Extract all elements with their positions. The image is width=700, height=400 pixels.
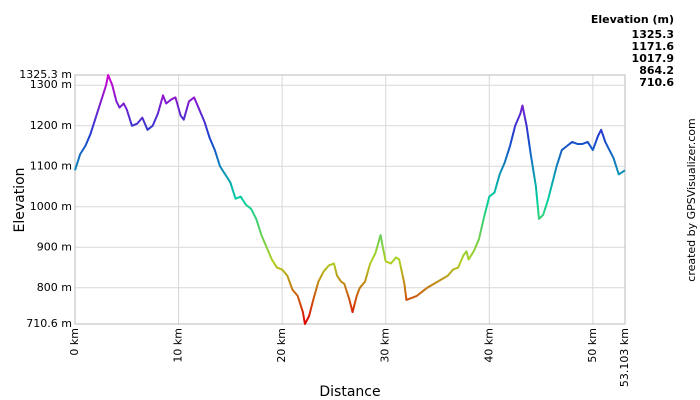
x-tick-label: 10 km [172, 328, 185, 363]
x-tick-label: 50 km [586, 328, 599, 363]
legend-value: 1325.3 [632, 28, 674, 41]
y-tick-label: 1100 m [30, 159, 72, 172]
x-tick-label: 53.103 km [618, 328, 631, 387]
legend-value: 864.2 [639, 64, 674, 77]
elevation-line [74, 74, 626, 325]
watermark: created by GPSVisualizer.com [685, 118, 698, 281]
legend-title: Elevation (m) [591, 13, 674, 26]
x-tick-label: 40 km [482, 328, 495, 363]
legend-value: 1017.9 [632, 52, 674, 65]
y-tick-label: 1200 m [30, 119, 72, 132]
y-tick-label: 900 m [37, 240, 72, 253]
y-axis-label: Elevation [12, 167, 28, 232]
plot-border [74, 74, 626, 325]
legend-value: 1171.6 [632, 40, 675, 53]
x-axis-label: Distance [319, 384, 380, 400]
y-tick-label: 800 m [37, 281, 72, 294]
legend-value: 710.6 [639, 76, 674, 89]
x-tick-label: 0 km [68, 328, 81, 356]
y-tick-label: 1325.3 m [19, 68, 72, 81]
y-tick-label: 710.6 m [26, 317, 72, 330]
x-tick-label: 30 km [379, 328, 392, 363]
x-tick-label: 20 km [275, 328, 288, 363]
y-tick-label: 1000 m [30, 200, 72, 213]
y-tick-label: 1300 m [30, 78, 72, 91]
